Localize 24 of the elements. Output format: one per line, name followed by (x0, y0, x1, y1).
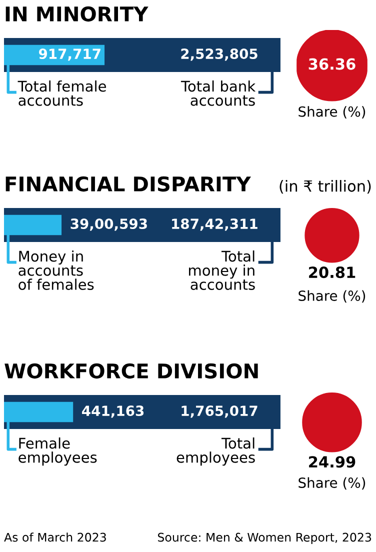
source-note: Source: Men & Women Report, 2023 (158, 532, 372, 544)
chart-title: IN MINORITY (6, 6, 148, 22)
category-label: Share (%) (298, 106, 366, 118)
data-label: 1,765,017 (182, 406, 258, 418)
data-label: 24.99 (309, 456, 356, 468)
series-label: Total female accounts (18, 80, 106, 106)
legend-label: Total employees (176, 437, 255, 466)
series-label: Money in accounts of females (18, 250, 94, 290)
data-label: 187,42,311 (172, 218, 258, 231)
text: As of March 2023 (4, 532, 106, 542)
chart-title: WORKFORCE DIVISION (4, 363, 258, 379)
series-label: Total money in accounts (189, 250, 255, 290)
legend-label: Total bank accounts (180, 80, 256, 106)
data-label: 39,00,593 (70, 218, 147, 231)
chart-title: FINANCIAL DISPARITY (6, 176, 251, 192)
series-label: Female employees (18, 437, 97, 466)
category-label: Share (%) (298, 477, 366, 490)
text: (in ₹ trillion) (280, 180, 371, 194)
category-label: Share (%) (298, 290, 366, 303)
data-label: 2,523,805 (181, 48, 258, 61)
data-label: 36.36 (308, 58, 356, 70)
data-label: 20.81 (309, 266, 356, 278)
data-label: 441,163 (82, 406, 144, 418)
data-label: 917,717 (38, 48, 100, 61)
